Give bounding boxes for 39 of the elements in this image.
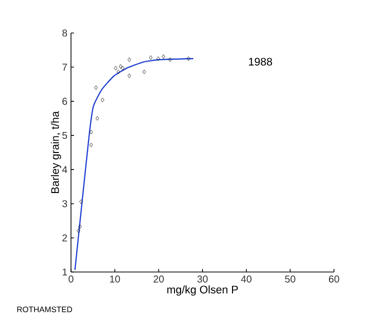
y-tick-label: 1 xyxy=(62,268,67,276)
point xyxy=(94,85,98,90)
y-tick-label: 5 xyxy=(62,132,68,139)
point xyxy=(78,224,82,229)
point xyxy=(79,199,83,204)
x-tick-label: 60 xyxy=(328,276,340,283)
x-axis-title: mg/kg Olsen P xyxy=(167,285,238,296)
point xyxy=(128,57,131,62)
y-tick-label: 3 xyxy=(62,200,68,208)
point xyxy=(89,142,93,148)
point xyxy=(149,55,152,60)
y-tick-label: 8 xyxy=(62,29,68,37)
y-tick-label: 4 xyxy=(62,166,68,173)
y-tick-label: 6 xyxy=(62,98,68,105)
line-series xyxy=(74,58,194,271)
y-tick-label: 2 xyxy=(62,234,67,242)
point xyxy=(162,54,166,59)
annotation: 1988 xyxy=(249,58,272,66)
point xyxy=(121,66,124,70)
point xyxy=(118,64,122,69)
point xyxy=(96,116,99,121)
point xyxy=(186,56,190,61)
x-tick-label: 40 xyxy=(241,276,252,283)
point xyxy=(89,130,93,134)
x-tick-label: 20 xyxy=(154,276,164,283)
x-tick-label: 0 xyxy=(68,276,74,283)
point xyxy=(142,70,146,74)
point xyxy=(128,73,131,78)
x-tick-label: 30 xyxy=(197,276,208,283)
point xyxy=(156,56,160,61)
x-tick-label: 10 xyxy=(110,276,120,283)
point xyxy=(114,66,118,70)
y-tick-label: 7 xyxy=(62,64,67,71)
x-tick-label: 50 xyxy=(285,276,296,283)
point xyxy=(168,57,172,62)
y-axis-title: Barley grain, t/ha xyxy=(50,111,62,194)
point xyxy=(100,98,104,102)
point xyxy=(76,228,80,233)
point xyxy=(116,70,120,74)
